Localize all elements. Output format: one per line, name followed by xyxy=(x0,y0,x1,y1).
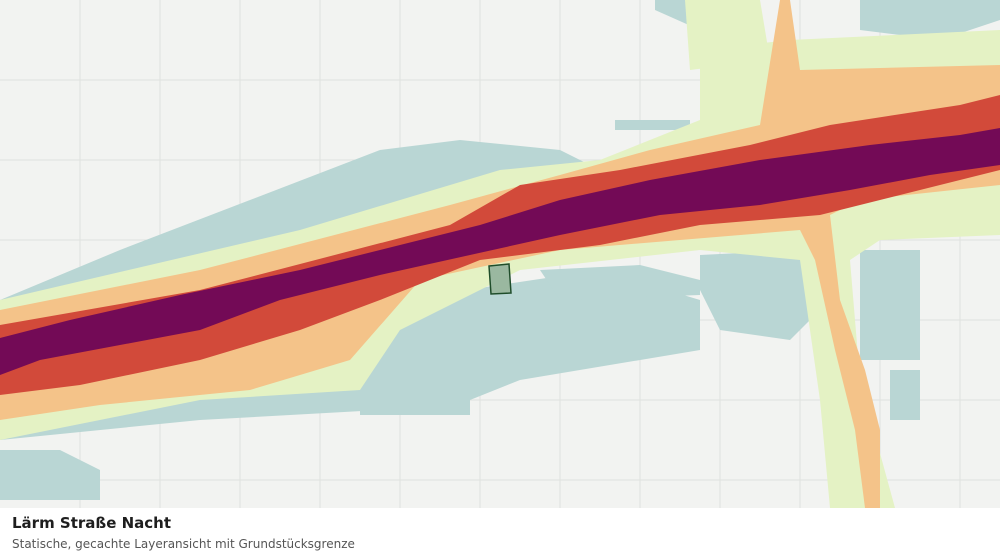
parcel-boundary xyxy=(488,263,512,295)
noise-map xyxy=(0,0,1000,508)
noise-zone-very-high xyxy=(0,128,1000,375)
footer: Lärm Straße Nacht Statische, gecachte La… xyxy=(0,508,1000,560)
layer-title: Lärm Straße Nacht xyxy=(12,514,172,532)
layer-subtitle: Statische, gecachte Layeransicht mit Gru… xyxy=(12,537,355,551)
